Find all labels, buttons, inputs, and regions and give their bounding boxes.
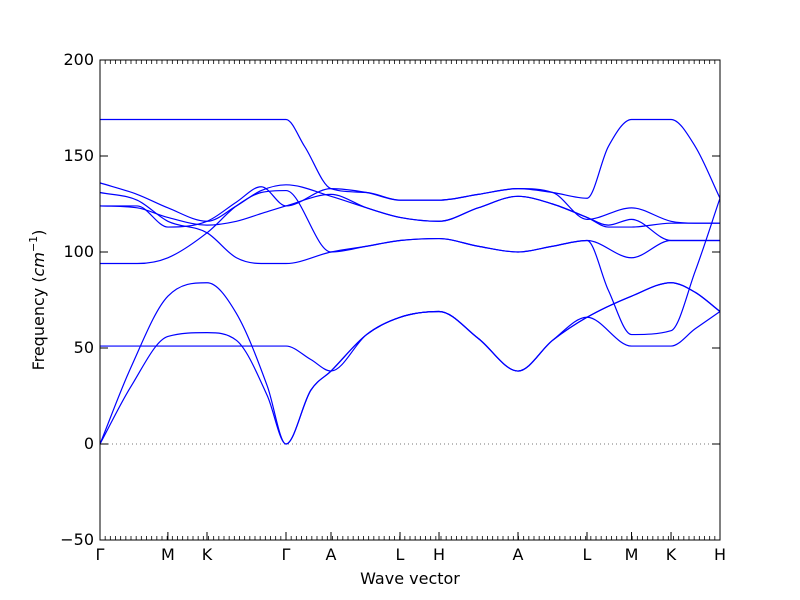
y-axis-unit-exponent: −1 — [27, 236, 40, 252]
band-series — [99, 118, 721, 445]
y-axis-unit-base: cm — [29, 252, 48, 276]
phonon-band-9 — [99, 118, 721, 201]
plot-frame — [99, 59, 721, 541]
y-axis-label-close: ) — [29, 230, 48, 236]
phonon-band-5 — [99, 191, 720, 265]
minor-ticks — [99, 60, 721, 540]
y-tick-label: −50 — [60, 530, 94, 549]
x-tick-label: H — [433, 545, 445, 564]
x-tick-label: M — [161, 545, 175, 564]
x-tick-label: H — [714, 545, 726, 564]
phonon-band-3 — [99, 282, 721, 372]
y-tick-label: 50 — [74, 338, 94, 357]
x-tick-label: A — [326, 545, 337, 564]
y-tick-label: 0 — [84, 434, 94, 453]
x-tick-label: Γ — [96, 545, 105, 564]
x-tick-label: L — [583, 545, 592, 564]
y-tick-label: 150 — [63, 146, 94, 165]
y-tick-label: 100 — [63, 242, 94, 261]
x-tick-label: K — [666, 545, 677, 564]
y-axis-label: Frequency (cm−1) — [27, 230, 48, 371]
x-tick-label: A — [513, 545, 524, 564]
x-tick-label: M — [625, 545, 639, 564]
y-axis-label-text: Frequency — [29, 288, 48, 371]
x-axis-label: Wave vector — [360, 569, 460, 588]
x-tick-label: Γ — [282, 545, 291, 564]
x-tick-label: L — [396, 545, 405, 564]
x-tick-label: K — [202, 545, 213, 564]
y-tick-label: 200 — [63, 50, 94, 69]
phonon-band-7 — [99, 182, 720, 228]
